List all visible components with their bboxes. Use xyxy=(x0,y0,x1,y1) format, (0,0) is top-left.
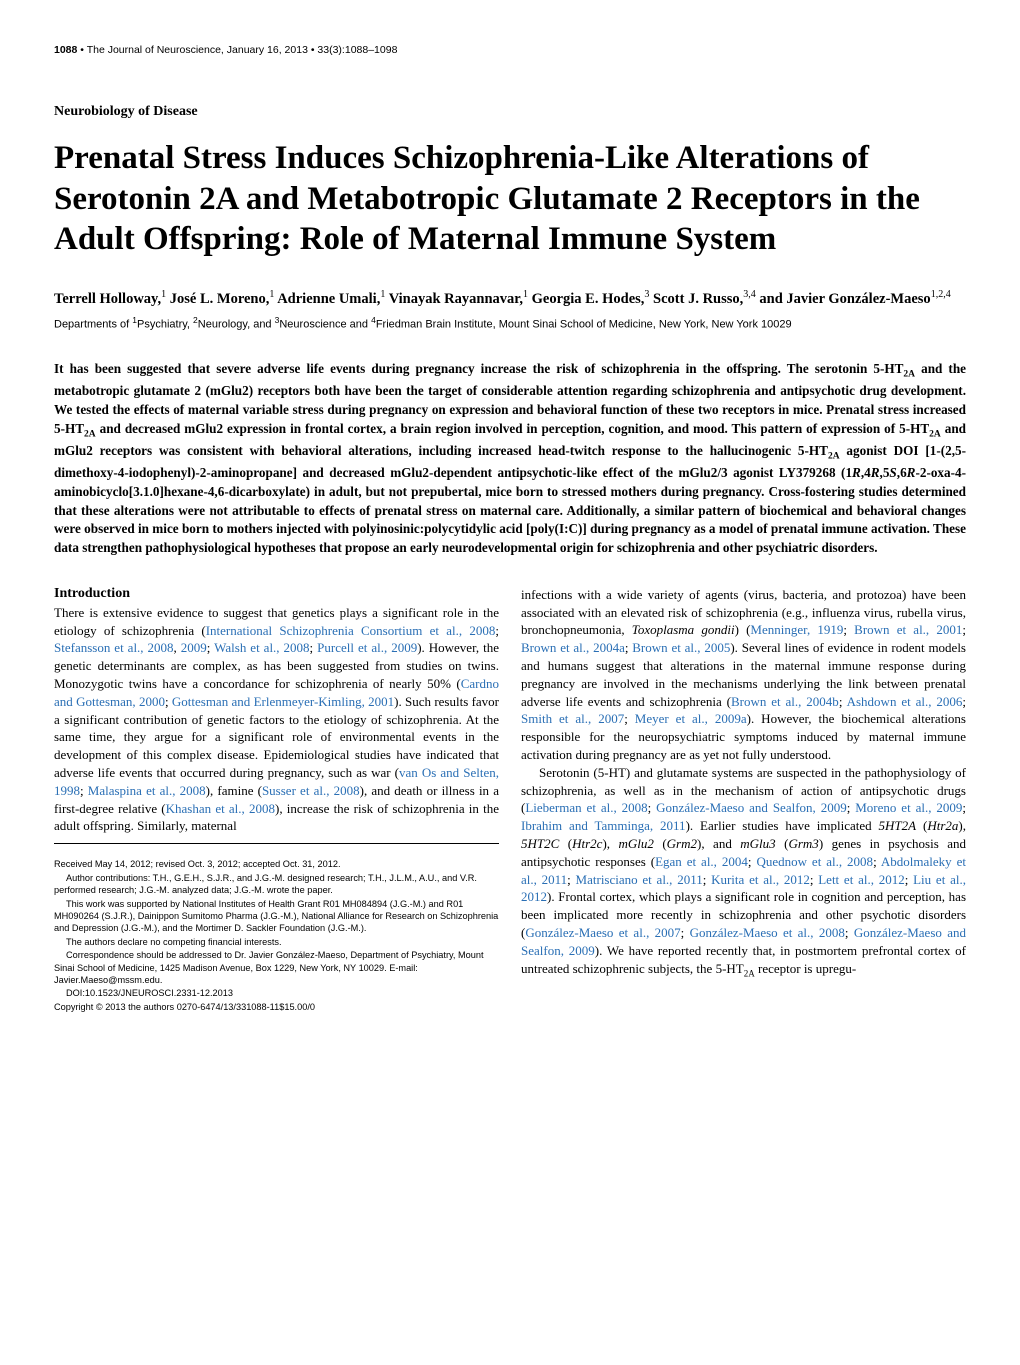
right-column: infections with a wide variety of agents… xyxy=(521,586,966,1014)
left-column: Introduction There is extensive evidence… xyxy=(54,586,499,1014)
two-column-body: Introduction There is extensive evidence… xyxy=(54,586,966,1014)
page-number: 1088 xyxy=(54,44,77,56)
footnotes-block: Received May 14, 2012; revised Oct. 3, 2… xyxy=(54,858,499,1013)
article-title: Prenatal Stress Induces Schizophrenia-Li… xyxy=(54,138,966,260)
footnote-funding: This work was supported by National Inst… xyxy=(54,898,499,935)
footnote-competing: The authors declare no competing financi… xyxy=(54,936,499,948)
footnote-doi: DOI:10.1523/JNEUROSCI.2331-12.2013 xyxy=(54,987,499,999)
running-header: 1088 • The Journal of Neuroscience, Janu… xyxy=(54,44,966,56)
section-label: Neurobiology of Disease xyxy=(54,104,966,120)
affiliations: Departments of 1Psychiatry, 2Neurology, … xyxy=(54,315,966,333)
footnote-divider xyxy=(54,843,499,844)
abstract: It has been suggested that severe advers… xyxy=(54,360,966,558)
footnote-copyright: Copyright © 2013 the authors 0270-6474/1… xyxy=(54,1001,499,1013)
footnote-received: Received May 14, 2012; revised Oct. 3, 2… xyxy=(54,858,499,870)
journal-citation: The Journal of Neuroscience, January 16,… xyxy=(87,44,308,56)
introduction-heading: Introduction xyxy=(54,586,499,602)
intro-paragraph-2: Serotonin (5-HT) and glutamate systems a… xyxy=(521,764,966,980)
author-list: Terrell Holloway,1 José L. Moreno,1 Adri… xyxy=(54,288,966,309)
intro-paragraph-1: There is extensive evidence to suggest t… xyxy=(54,604,499,835)
footnote-correspondence: Correspondence should be addressed to Dr… xyxy=(54,949,499,986)
intro-paragraph-1-continued: infections with a wide variety of agents… xyxy=(521,586,966,764)
volume-pages: 33(3):1088–1098 xyxy=(317,44,397,56)
footnote-contributions: Author contributions: T.H., G.E.H., S.J.… xyxy=(54,872,499,897)
